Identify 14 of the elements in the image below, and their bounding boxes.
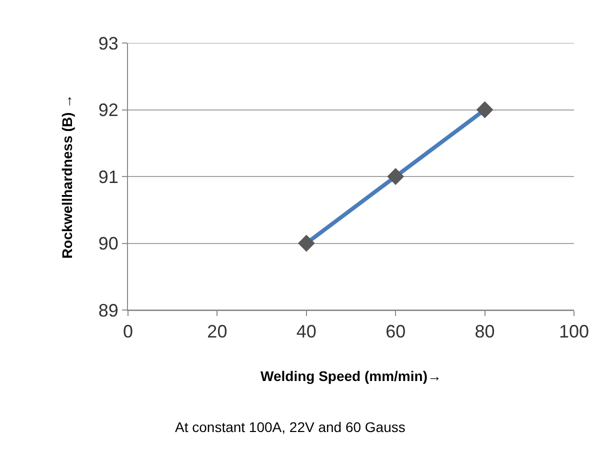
y-tick-label: 93 [98, 33, 118, 54]
x-tick-label: 40 [296, 322, 316, 342]
x-tick-label: 100 [558, 322, 590, 342]
y-tick-label: 91 [98, 166, 118, 187]
y-tick-label: 90 [98, 234, 118, 254]
y-tick-label: 89 [98, 300, 118, 320]
x-tick-label: 60 [386, 322, 406, 342]
y-tick-label: 92 [98, 100, 118, 120]
y-axis-title: Rockwellhardness (B) → [58, 94, 75, 259]
x-tick-label: 20 [207, 322, 228, 342]
text: At constant 100A, 22V and 60 Gauss [175, 419, 406, 435]
x-axis-title: Welding Speed (mm/min)→ [260, 368, 442, 384]
x-tick-label: 80 [474, 322, 495, 342]
x-tick-label: 0 [122, 322, 134, 342]
